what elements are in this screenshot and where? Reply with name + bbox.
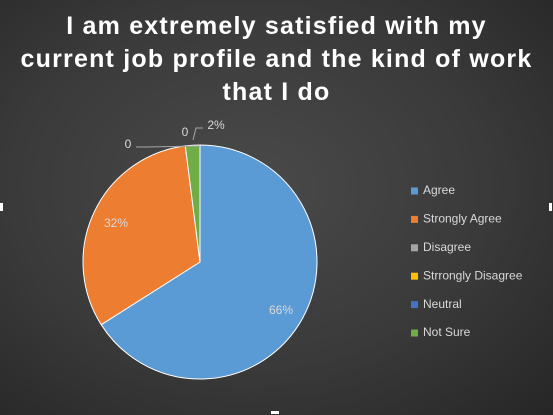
data-label: 0 [182,125,189,139]
resize-handle [549,203,552,211]
legend-label: Disagree [423,240,471,254]
data-label: 2% [207,118,225,132]
legend-swatch [411,301,418,309]
legend-label: Not Sure [423,325,471,339]
legend-label: Strongly Agree [423,212,502,226]
chart-title: I am extremely satisfied with my current… [20,12,533,106]
legend-label: Strrongly Disagree [423,268,523,282]
pie-slice [100,144,318,380]
data-label: 32% [104,216,128,230]
legend-swatch [411,244,418,252]
legend-swatch [411,187,418,195]
legend-label: Agree [423,183,455,197]
legend-swatch [411,272,418,280]
data-label: 66% [269,303,293,317]
pie-slice [82,145,201,326]
leader-line [136,145,201,148]
resize-handle [271,411,279,414]
legend-swatch [411,329,418,337]
data-label: 0 [125,137,132,151]
resize-handle [0,203,3,211]
legend-label: Neutral [423,297,462,311]
leader-line [192,127,203,141]
legend-swatch [411,215,418,223]
